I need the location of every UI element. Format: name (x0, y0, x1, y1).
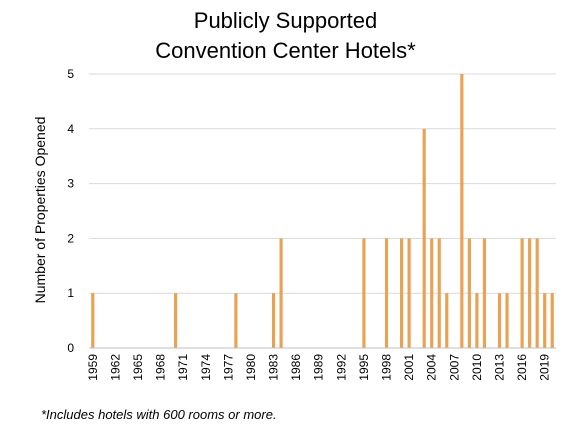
y-axis-title: Number of Properties Opened (32, 117, 48, 304)
bar-2016 (520, 238, 524, 348)
x-tick-label: 1968 (154, 354, 168, 381)
bar-2014 (505, 293, 509, 348)
bar-2010 (475, 293, 479, 348)
y-tick-label: 3 (67, 177, 74, 191)
x-tick-label: 1962 (108, 354, 122, 381)
y-tick-labels: 0 1 2 3 4 5 (67, 67, 74, 355)
bar-2001 (407, 238, 411, 348)
bar-1983 (271, 293, 276, 348)
x-tick-label: 2013 (493, 354, 507, 381)
x-tick-label: 1965 (131, 354, 145, 381)
bar-2019 (543, 293, 547, 348)
bar-1998 (384, 238, 389, 348)
bar-2006 (445, 293, 449, 348)
bar-2003 (422, 128, 426, 348)
bar-2020 (550, 293, 554, 348)
y-tick-label: 1 (67, 286, 74, 300)
x-tick-labels: 1959 1962 1965 1968 1971 1974 1977 1980 1983 1986… (86, 354, 552, 381)
x-tick-label: 2001 (402, 354, 416, 381)
x-tick-label: 1977 (221, 354, 235, 381)
x-tick-label: 2019 (538, 354, 552, 381)
chart-title-line-2: Convention Center Hotels* (155, 38, 416, 63)
x-tick-label: 1983 (267, 354, 281, 381)
x-tick-label: 1986 (289, 354, 303, 381)
y-tick-label: 4 (67, 122, 74, 136)
x-tick-label: 2007 (447, 354, 461, 381)
x-tick-label: 1992 (334, 354, 348, 381)
x-tick-label: 1959 (86, 354, 100, 381)
x-tick-label: 1971 (176, 354, 190, 381)
bar-2018 (535, 238, 539, 348)
chart-title: Publicly Supported Convention Center Hot… (0, 6, 571, 66)
x-tick-label: 1980 (244, 354, 258, 381)
bar-2008 (460, 74, 464, 348)
y-tick-label: 2 (67, 231, 74, 245)
footnote: *Includes hotels with 600 rooms or more. (41, 407, 277, 422)
bar-2004 (430, 238, 434, 348)
x-tick-label: 2016 (515, 354, 529, 381)
bar-2005 (437, 238, 441, 348)
x-tick-label: 2010 (470, 354, 484, 381)
x-tick-label: 1998 (380, 354, 394, 381)
x-tick-label: 2004 (425, 354, 439, 381)
x-tick-label: 1974 (199, 354, 213, 381)
bar-2017 (528, 238, 532, 348)
bar-2009 (467, 238, 471, 348)
bar-1984 (279, 238, 283, 348)
y-tick-label: 5 (67, 67, 74, 81)
bar-2000 (400, 238, 404, 348)
bars (91, 74, 554, 348)
bar-1978 (234, 293, 238, 348)
bar-1959 (91, 293, 95, 348)
bar-2011 (482, 238, 487, 348)
x-tick-label: 1989 (312, 354, 326, 381)
y-tick-label: 0 (67, 341, 74, 355)
bar-1970 (174, 293, 178, 348)
bar-2013 (497, 293, 502, 348)
bar-1995 (362, 238, 366, 348)
x-tick-label: 1995 (357, 354, 371, 381)
chart-title-line-1: Publicly Supported (193, 8, 378, 33)
